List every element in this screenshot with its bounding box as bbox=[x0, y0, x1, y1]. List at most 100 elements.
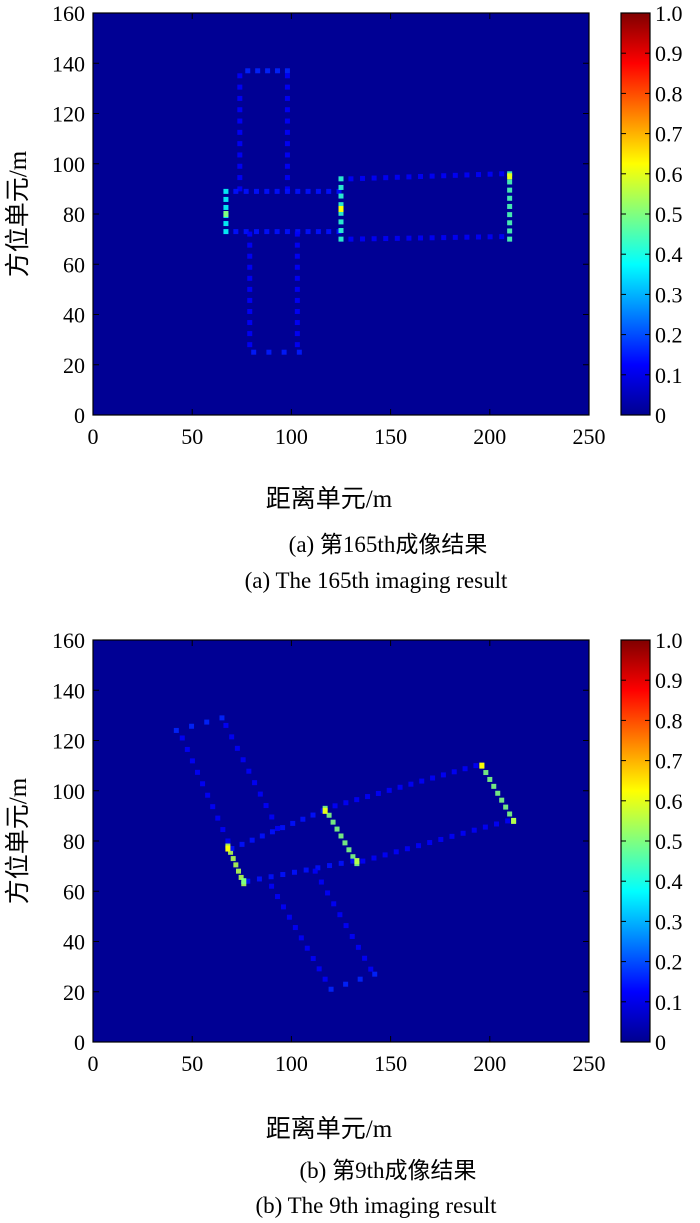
heatmap-cell bbox=[348, 176, 354, 182]
heatmap-cell bbox=[476, 234, 482, 240]
heatmap-cell bbox=[503, 804, 509, 810]
heatmap-cell bbox=[247, 308, 253, 314]
heatmap-cell bbox=[223, 196, 229, 202]
y-tick-label: 100 bbox=[52, 779, 85, 804]
colorbar-tick-label: 0.1 bbox=[655, 990, 683, 1015]
heatmap-cell bbox=[269, 814, 275, 820]
heatmap-cell bbox=[205, 792, 211, 798]
heatmap-cell bbox=[179, 735, 185, 741]
heatmap-cell bbox=[298, 935, 304, 941]
heatmap-cell bbox=[247, 264, 253, 270]
heatmap-cell bbox=[368, 966, 374, 972]
heatmap-cell bbox=[225, 838, 231, 844]
heatmap-cell bbox=[300, 816, 306, 822]
heatmap-cell bbox=[487, 171, 493, 177]
y-tick-label: 140 bbox=[52, 51, 85, 76]
heatmap-cell bbox=[338, 228, 344, 234]
colorbar-tick-label: 0.8 bbox=[655, 81, 683, 106]
heatmap-cell bbox=[219, 715, 225, 721]
heatmap-cell bbox=[427, 840, 433, 846]
heatmap-cell bbox=[507, 179, 513, 185]
heatmap-cell bbox=[371, 236, 377, 242]
heatmap-cell bbox=[464, 172, 470, 178]
heatmap-cell bbox=[331, 901, 337, 907]
heatmap-cell bbox=[318, 879, 324, 885]
y-tick-label: 60 bbox=[63, 879, 85, 904]
heatmap-cell bbox=[337, 912, 343, 918]
heatmap-cell bbox=[291, 869, 297, 875]
heatmap-cell bbox=[281, 349, 287, 355]
heatmap-cell bbox=[487, 776, 493, 782]
heatmap-cell bbox=[259, 833, 265, 839]
heatmap-cell bbox=[330, 819, 336, 825]
heatmap-cell bbox=[294, 275, 300, 281]
heatmap-cell bbox=[464, 234, 470, 240]
heatmap-cell bbox=[284, 229, 290, 235]
heatmap-cell bbox=[247, 253, 253, 259]
x-tick-label: 250 bbox=[573, 1051, 606, 1076]
heatmap-cell bbox=[237, 175, 243, 181]
heatmap-cell bbox=[449, 833, 455, 839]
heatmap-cell bbox=[350, 854, 356, 860]
heatmap-cell bbox=[194, 769, 200, 775]
heatmap-cell bbox=[499, 171, 505, 177]
heatmap-peak bbox=[511, 817, 517, 824]
heatmap-cell bbox=[280, 872, 286, 877]
heatmap-background bbox=[93, 640, 589, 1042]
x-tick-label: 50 bbox=[181, 1051, 203, 1076]
heatmap-cell bbox=[284, 129, 290, 135]
y-tick-label: 0 bbox=[74, 1030, 85, 1055]
heatmap-cell bbox=[274, 188, 280, 194]
heatmap-cell bbox=[310, 812, 316, 818]
heatmap-cell bbox=[371, 175, 377, 181]
heatmap-cell bbox=[237, 73, 243, 79]
heatmap-cell bbox=[326, 188, 332, 194]
heatmap-cell bbox=[507, 212, 513, 218]
heatmap-cell bbox=[349, 933, 355, 939]
heatmap-cell bbox=[234, 745, 240, 751]
heatmap-cell bbox=[343, 800, 349, 806]
heatmap-cell bbox=[507, 811, 513, 817]
heatmap-cell bbox=[247, 331, 253, 337]
colorbar-tick-label: 0.4 bbox=[655, 869, 683, 894]
heatmap-cell bbox=[223, 722, 229, 728]
heatmap-cell bbox=[233, 229, 239, 235]
heatmap-cell bbox=[235, 868, 241, 874]
heatmap-cell bbox=[338, 833, 344, 839]
heatmap-cell bbox=[284, 186, 290, 192]
heatmap-cell bbox=[350, 858, 356, 864]
heatmap-cell bbox=[315, 865, 321, 871]
colorbar-tick-label: 0.2 bbox=[655, 950, 683, 975]
heatmap-cell bbox=[237, 107, 243, 113]
heatmap-cell bbox=[507, 195, 513, 201]
heatmap-cell bbox=[372, 971, 378, 977]
heatmap-cell bbox=[295, 229, 301, 235]
heatmap-cell bbox=[305, 229, 311, 235]
heatmap-cell bbox=[246, 768, 252, 774]
heatmap-cell bbox=[247, 342, 253, 348]
heatmap-cell bbox=[237, 129, 243, 135]
colorbar-tick-label: 1.0 bbox=[655, 628, 683, 653]
heatmap-cell bbox=[247, 242, 253, 248]
colorbar-tick-label: 0.5 bbox=[655, 829, 683, 854]
heatmap-cell bbox=[223, 221, 229, 227]
heatmap-cell bbox=[269, 829, 275, 835]
heatmap-cell bbox=[247, 231, 253, 237]
heatmap-cell bbox=[312, 868, 318, 874]
heatmap-cell bbox=[223, 204, 229, 210]
heatmap-cell bbox=[338, 184, 344, 190]
heatmap-cell bbox=[441, 235, 447, 241]
heatmap-cell bbox=[338, 860, 344, 866]
heatmap-cell bbox=[332, 803, 338, 809]
heatmap-cell bbox=[268, 874, 274, 880]
heatmap-cell bbox=[440, 772, 446, 778]
x-tick-label: 0 bbox=[88, 424, 99, 449]
heatmap-cell bbox=[264, 229, 270, 235]
heatmap-cell bbox=[507, 187, 513, 193]
heatmap-cell bbox=[220, 827, 226, 833]
heatmap-cell bbox=[438, 836, 444, 842]
heatmap-cell bbox=[264, 188, 270, 194]
heatmap-cell bbox=[292, 925, 298, 931]
heatmap-cell bbox=[229, 734, 235, 740]
x-tick-label: 250 bbox=[573, 424, 606, 449]
